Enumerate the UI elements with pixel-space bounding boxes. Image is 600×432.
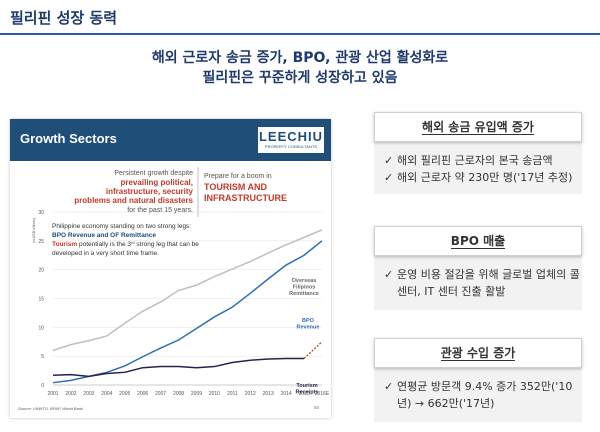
x-tick-label: 2014 <box>281 391 292 397</box>
note1-bold2: infrastructure, security <box>106 187 194 196</box>
y-tick-label: 15 <box>38 297 44 303</box>
list-item: ✓ 연평균 방문객 9.4% 증가 352만('10년) → 662만('17년) <box>384 378 580 412</box>
box-tourism-title: 관광 수입 증가 <box>374 338 582 368</box>
note1-line1: Persistent growth despite <box>114 170 193 177</box>
x-tick-label: 2009 <box>191 391 202 397</box>
note1-bold1: prevailing political, <box>121 178 193 187</box>
note3-line3: Tourism potentially is the 3rd strong le… <box>52 240 199 248</box>
note3-sup: rd <box>131 240 135 245</box>
check-icon: ✓ <box>384 380 394 393</box>
note3-bold: BPO Revenue and OF Remittance <box>52 232 156 239</box>
y-tick-label: 20 <box>38 268 44 274</box>
check-icon: ✓ <box>384 154 394 167</box>
box-tourism-title-text: 관광 수입 증가 <box>440 346 516 361</box>
box-remittance-title: 해외 송금 유입액 증가 <box>374 112 582 142</box>
headline-line-1: 해외 근로자 송금 증가, BPO, 관광 산업 활성화로 <box>151 50 449 66</box>
series-label: Overseas <box>292 278 317 284</box>
series-label: Revenue <box>297 325 320 331</box>
x-tick-label: 2006 <box>137 391 148 397</box>
brand-subtitle: PROPERTY CONSULTANTS <box>264 144 318 149</box>
x-tick-label: 2010 <box>209 391 220 397</box>
box-tourism-item-1: 연평균 방문객 9.4% 증가 352만('10년) → 662만('17년) <box>397 380 573 410</box>
box-tourism: 관광 수입 증가 ✓ 연평균 방문객 9.4% 증가 352만('10년) → 6… <box>374 338 582 422</box>
check-icon: ✓ <box>384 171 394 184</box>
x-tick-label: 2001 <box>47 391 58 397</box>
note3-line1: Philippine economy standing on two stron… <box>52 223 191 230</box>
chart-header: Growth Sectors LEECHIU PROPERTY CONSULTA… <box>10 119 331 161</box>
box-bpo-items: ✓ 운영 비용 절감을 위해 글로벌 업체의 콜센터, IT 센터 진출 활발 <box>384 266 580 300</box>
y-tick-label: 10 <box>38 325 44 331</box>
chart-source: Source: UNWTO, BPAP, World Bank <box>18 406 84 411</box>
box-remittance-title-text: 해외 송금 유입액 증가 <box>422 120 534 135</box>
brand-logo: LEECHIU PROPERTY CONSULTANTS <box>258 127 324 153</box>
list-item: ✓ 운영 비용 절감을 위해 글로벌 업체의 콜센터, IT 센터 진출 활발 <box>384 266 580 300</box>
x-tick-label: 2003 <box>83 391 94 397</box>
chart-header-title: Growth Sectors <box>20 131 117 146</box>
slide-title: 필리핀 성장 동력 <box>10 9 118 27</box>
chart-panel: Growth Sectors LEECHIU PROPERTY CONSULTA… <box>10 119 331 418</box>
x-tick-label: 2016E <box>315 391 330 397</box>
x-tick-label: 2005 <box>119 391 130 397</box>
list-item: ✓ 해외 근로자 약 230만 명('17년 추정) <box>384 169 580 186</box>
y-tick-label: 30 <box>38 210 44 216</box>
series-label: Remittance <box>289 291 319 297</box>
y-axis-label: (in USD billions) <box>32 218 36 243</box>
box-remittance-item-2: 해외 근로자 약 230만 명('17년 추정) <box>397 171 573 184</box>
box-bpo: BPO 매출 ✓ 운영 비용 절감을 위해 글로벌 업체의 콜센터, IT 센터 … <box>374 226 582 310</box>
note3-line4: developed in a very short time frame. <box>52 250 159 257</box>
x-tick-label: 2007 <box>155 391 166 397</box>
note3-rest2: strong leg that can be <box>135 241 200 248</box>
y-tick-label: 5 <box>41 354 44 360</box>
note3-tourism: Tourism <box>52 241 77 248</box>
note1-bold3: problems and natural disasters <box>74 196 193 205</box>
headline-line-2: 필리핀은 꾸준하게 성장하고 있음 <box>202 70 398 86</box>
note3-rest: potentially is the 3 <box>77 241 131 248</box>
box-remittance: 해외 송금 유입액 증가 ✓ 해외 필리핀 근로자의 본국 송금액 ✓ 해외 근로자… <box>374 112 582 194</box>
brand-name: LEECHIU <box>258 129 324 144</box>
growth-chart: 0 5 10 15 20 25 30 2001 2002 2003 2004 2005 2006 200… <box>18 167 330 411</box>
note1-line5: for the past 15 years. <box>127 207 193 214</box>
series-label: Receipts <box>296 390 319 396</box>
list-item: ✓ 해외 필리핀 근로자의 본국 송금액 <box>384 152 580 169</box>
chart-page-number: 60 <box>314 405 320 410</box>
box-bpo-title: BPO 매출 <box>374 226 582 256</box>
series-label: Filipinos <box>293 285 316 291</box>
box-bpo-item-1: 운영 비용 절감을 위해 글로벌 업체의 콜센터, IT 센터 진출 활발 <box>397 268 580 298</box>
title-divider <box>0 33 600 35</box>
y-tick-label: 25 <box>38 239 44 245</box>
x-tick-label: 2004 <box>101 391 112 397</box>
box-bpo-title-text: BPO 매출 <box>450 234 506 249</box>
check-icon: ✓ <box>384 268 394 281</box>
box-tourism-items: ✓ 연평균 방문객 9.4% 증가 352만('10년) → 662만('17년) <box>384 378 580 412</box>
note2-line1: Prepare for a boom in <box>204 173 272 180</box>
x-tick-label: 2012 <box>245 391 256 397</box>
series-label: Tourism <box>296 383 317 389</box>
x-tick-label: 2013 <box>263 391 274 397</box>
box-remittance-item-1: 해외 필리핀 근로자의 본국 송금액 <box>397 154 553 167</box>
box-remittance-items: ✓ 해외 필리핀 근로자의 본국 송금액 ✓ 해외 근로자 약 230만 명('17… <box>384 152 580 186</box>
series-line-bpo <box>52 240 323 384</box>
series-line-remittance <box>52 229 323 352</box>
note2-bold1: TOURISM AND <box>204 182 268 192</box>
series-line-tourism-forecast <box>303 341 323 359</box>
y-tick-label: 0 <box>41 383 44 389</box>
series-line-tourism-receipts <box>52 357 305 378</box>
x-tick-label: 2015 <box>299 391 310 397</box>
x-tick-label: 2008 <box>173 391 184 397</box>
note2-bold2: INFRASTRUCTURE <box>204 193 287 203</box>
x-tick-label: 2002 <box>65 391 76 397</box>
x-tick-label: 2011 <box>227 391 238 397</box>
series-label: BPO <box>302 318 315 324</box>
